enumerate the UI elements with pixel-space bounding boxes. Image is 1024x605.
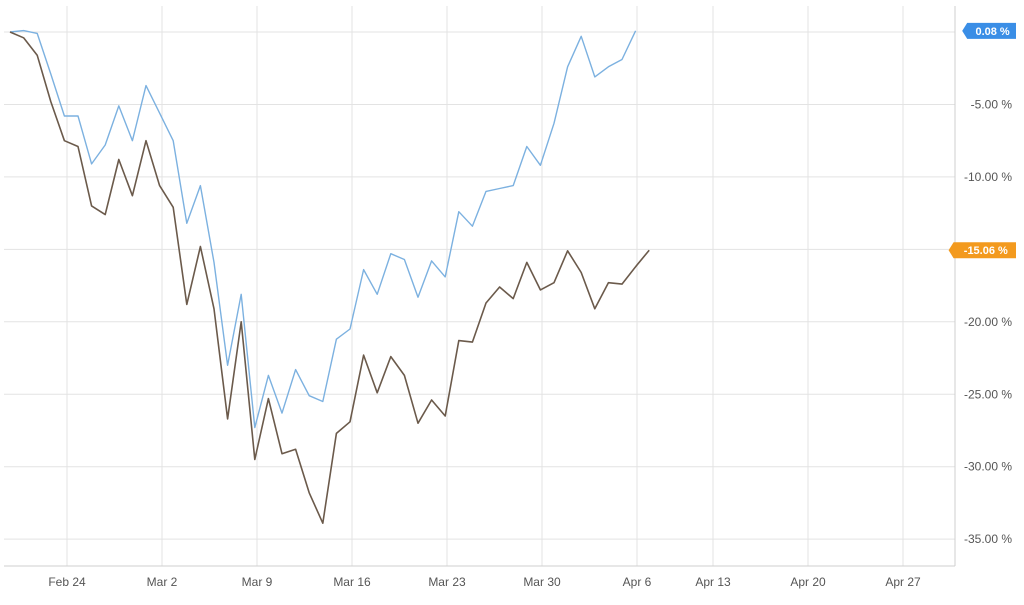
axes: [4, 6, 956, 567]
series-line-0: [9, 29, 637, 429]
last-value-badge-1: -15.06 %: [948, 242, 1016, 259]
x-tick-label: Mar 16: [333, 575, 371, 589]
x-tick-label: Apr 20: [790, 575, 826, 589]
x-tick-label: Apr 6: [623, 575, 652, 589]
y-axis-tick-labels: -5.00 %-10.00 %-15.00 %-20.00 %-25.00 %-…: [964, 97, 1012, 546]
y-tick-label: -5.00 %: [971, 97, 1013, 111]
last-value-badges: 0.08 % -15.06 %: [948, 22, 1016, 259]
x-axis-tick-labels: Feb 24 Mar 2 Mar 9 Mar 16 Mar 23 Mar 30 Apr 6 A…: [48, 575, 921, 589]
x-tick-label: Mar 9: [242, 575, 273, 589]
x-tick-label: Mar 23: [428, 575, 466, 589]
badge-label: -15.06 %: [964, 245, 1008, 257]
badge-shape: [962, 22, 1016, 39]
x-tick-label: Apr 27: [885, 575, 921, 589]
horizontal-gridlines: [4, 31, 955, 540]
x-tick-label: Mar 2: [147, 575, 178, 589]
vertical-gridlines: [66, 6, 904, 566]
y-tick-label: -10.00 %: [964, 170, 1012, 184]
y-tick-label: -30.00 %: [964, 460, 1012, 474]
badge-label: 0.08 %: [975, 26, 1009, 38]
badge-shape: [948, 242, 1016, 259]
x-tick-label: Feb 24: [48, 575, 86, 589]
y-tick-label: -25.00 %: [964, 387, 1012, 401]
y-tick-label: -35.00 %: [964, 532, 1012, 546]
series-lines: [9, 29, 650, 525]
x-tick-label: Apr 13: [695, 575, 731, 589]
x-tick-label: Mar 30: [523, 575, 561, 589]
y-tick-label: -20.00 %: [964, 315, 1012, 329]
series-line-1: [9, 31, 650, 525]
last-value-badge-0: 0.08 %: [962, 22, 1016, 39]
